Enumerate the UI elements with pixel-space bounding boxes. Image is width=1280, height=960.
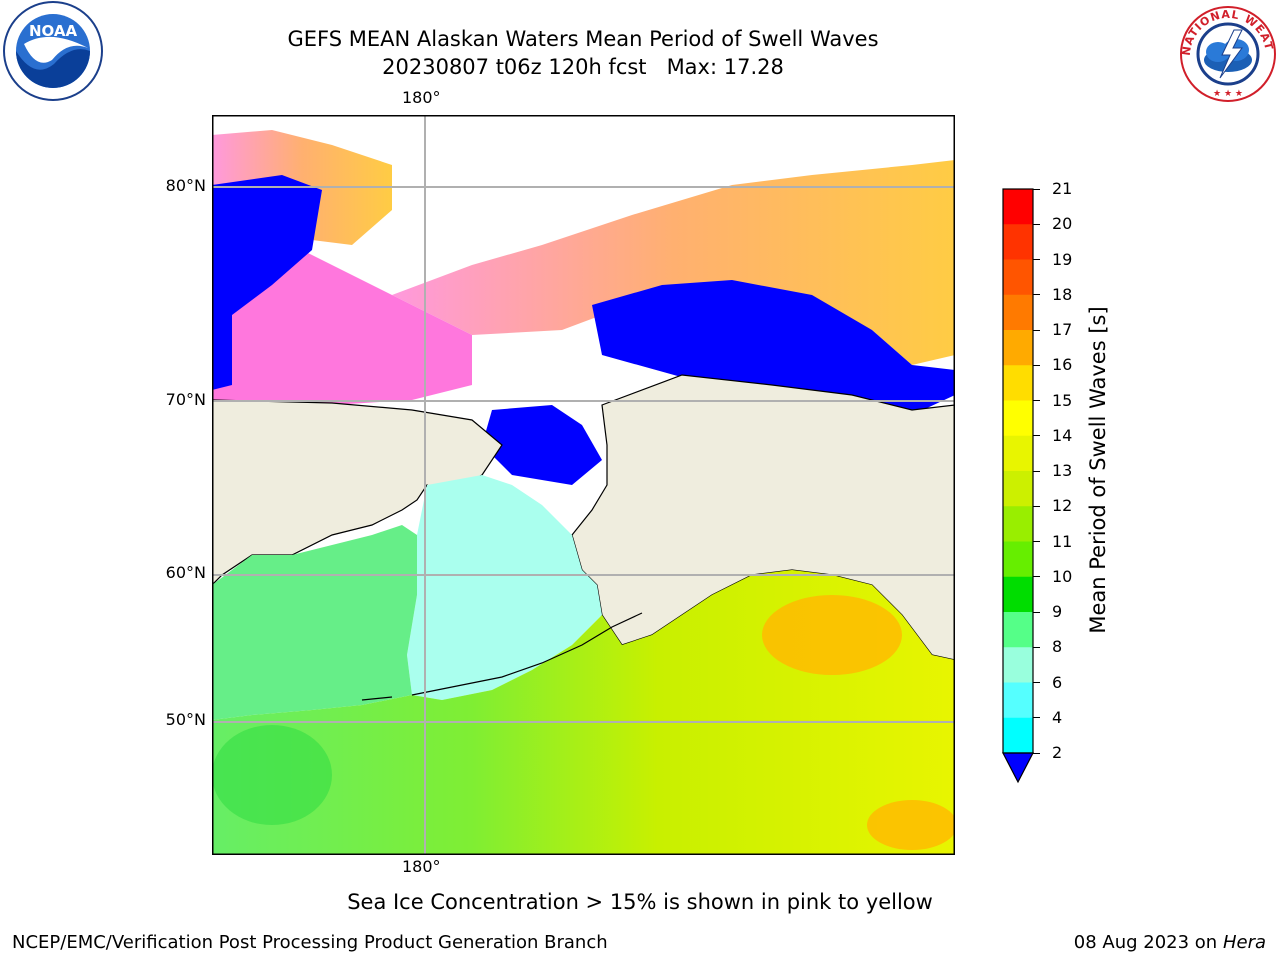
- lat-label-70: 70°N: [165, 390, 206, 409]
- colorbar-tick-mark: [1033, 294, 1040, 296]
- colorbar-band: [1003, 259, 1033, 296]
- graticule: [212, 115, 955, 855]
- colorbar-band: [1003, 365, 1033, 401]
- colorbar-band: [1003, 576, 1033, 613]
- colorbar-tick-mark: [1033, 364, 1040, 366]
- colorbar-band: [1003, 506, 1033, 542]
- colorbar-tick-mark: [1033, 752, 1040, 754]
- colorbar-tick-label: 6: [1052, 672, 1063, 692]
- lat-label-80: 80°N: [165, 176, 206, 195]
- colorbar-tick-mark: [1033, 717, 1040, 719]
- map-panel: [212, 115, 955, 855]
- colorbar-tick-label: 16: [1052, 355, 1073, 375]
- chukchi-blue: [482, 405, 602, 485]
- colorbar-tick-label: 17: [1052, 320, 1073, 339]
- colorbar-tick-label: 12: [1052, 496, 1073, 516]
- siberia-land: [212, 399, 503, 586]
- colorbar-tick-label: 13: [1052, 461, 1073, 480]
- pacific-green-west: [212, 725, 332, 825]
- aleutian-chain: [411, 612, 643, 696]
- colorbar-tick-label: 10: [1052, 566, 1073, 586]
- colorbar-extend-arrow: [1002, 752, 1034, 784]
- nws-logo: NATIONAL WEATHER SERVICE ★ ★ ★: [1176, 0, 1276, 102]
- footer-machine: Hera: [1222, 932, 1266, 953]
- colorbar-tick-mark: [1033, 188, 1040, 190]
- colorbar-tick-mark: [1033, 435, 1040, 437]
- footer-left: NCEP/EMC/Verification Post Processing Pr…: [12, 932, 608, 953]
- pacific-long-period-north: [762, 595, 902, 675]
- lon-label-top: 180°: [402, 88, 441, 107]
- colorbar-band: [1003, 400, 1033, 437]
- colorbar-tick-label: 8: [1052, 637, 1063, 657]
- colorbar-tick-label: 19: [1052, 249, 1073, 269]
- colorbar-tick-label: 11: [1052, 531, 1073, 551]
- bering-west: [212, 525, 417, 720]
- colorbar-tick-mark: [1033, 682, 1040, 683]
- colorbar-tick-mark: [1033, 576, 1040, 578]
- colorbar-tick-mark: [1033, 646, 1040, 648]
- colorbar-band: [1003, 717, 1033, 754]
- colorbar-tick-mark: [1033, 400, 1040, 401]
- colorbar-tick-mark: [1033, 329, 1040, 331]
- colorbar-band: [1003, 224, 1033, 260]
- colorbar-tick-label: 18: [1052, 284, 1073, 304]
- noaa-logo-text: NOAA: [29, 22, 78, 40]
- colorbar-label-wrap: Mean Period of Swell Waves [s]: [1083, 290, 1113, 650]
- colorbar-tick-mark: [1033, 470, 1040, 472]
- colorbar-band: [1003, 541, 1033, 578]
- colorbar-tick-label: 9: [1052, 602, 1063, 621]
- colorbar-tick-label: 4: [1052, 707, 1063, 727]
- colorbar-tick-label: 14: [1052, 425, 1073, 445]
- pacific-long-period-south: [867, 800, 955, 850]
- colorbar-tick-mark: [1033, 505, 1040, 507]
- colorbar: [1002, 188, 1034, 784]
- sea-ice-east: [392, 160, 955, 365]
- footer-date: 08 Aug 2023 on: [1073, 932, 1218, 953]
- footer-right: 08 Aug 2023 on Hera: [1074, 932, 1266, 953]
- lon-label-bottom: 180°: [402, 857, 441, 876]
- colorbar-tick-mark: [1033, 611, 1040, 613]
- arctic-blue-west: [212, 175, 322, 390]
- lat-label-60: 60°N: [165, 563, 206, 582]
- colorbar-band: [1003, 330, 1033, 366]
- colorbar-band: [1003, 189, 1033, 225]
- noaa-logo: NOAA: [3, 1, 103, 101]
- colorbar-tick-label: 15: [1052, 390, 1073, 410]
- chart-subtitle: 20230807 t06z 120h fcst Max: 17.28: [382, 55, 784, 79]
- colorbar-band: [1003, 682, 1033, 719]
- colorbar-tick-label: 21: [1052, 179, 1073, 198]
- colorbar-band: [1003, 647, 1033, 683]
- chart-title: GEFS MEAN Alaskan Waters Mean Period of …: [287, 27, 879, 51]
- svg-text:★ ★ ★: ★ ★ ★: [1213, 89, 1243, 99]
- colorbar-band: [1003, 435, 1033, 472]
- colorbar-tick-label: 20: [1052, 214, 1073, 234]
- colorbar-band: [1003, 612, 1033, 648]
- sea-ice-note: Sea Ice Concentration > 15% is shown in …: [347, 890, 933, 914]
- bering-sea: [407, 475, 602, 700]
- colorbar-tick-mark: [1033, 223, 1040, 225]
- colorbar-tick-mark: [1033, 259, 1040, 260]
- colorbar-tick-label: 2: [1052, 743, 1063, 762]
- colorbar-label: Mean Period of Swell Waves [s]: [1086, 306, 1110, 634]
- colorbar-tick-mark: [1033, 541, 1040, 542]
- colorbar-band: [1003, 294, 1033, 331]
- lat-label-50: 50°N: [165, 710, 206, 729]
- arctic-blue-east: [592, 280, 955, 415]
- colorbar-band: [1003, 471, 1033, 507]
